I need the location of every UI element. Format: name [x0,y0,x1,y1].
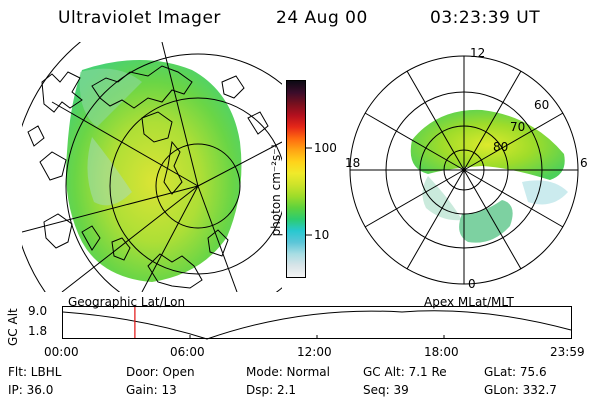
colorbar-tick-100: 100 [314,141,337,155]
mlat-label-70: 70 [510,120,526,134]
timeline-ylabel: GC Alt [6,308,20,346]
magnetic-map [349,55,579,285]
ip-info: IP: 36.0 [8,383,54,397]
timeline-ytick-1_8: 1.8 [28,324,48,338]
filter-info: Flt: LBHL [8,365,62,379]
colorbar-unit: photon cm⁻²s⁻¹ [269,143,283,237]
glon-info: GLon: 332.7 [484,383,557,397]
gc-altitude-curve [62,310,572,340]
mlt-label-18: 18 [345,156,361,170]
date-label: 24 Aug 00 [276,8,368,28]
timeline-xtick-1800: 18:00 [424,345,459,359]
timeline-xtick-2359: 23:59 [550,345,585,359]
dsp-info: Dsp: 2.1 [246,383,297,397]
time-label: 03:23:39 UT [430,8,541,28]
glat-info: GLat: 75.6 [484,365,547,379]
mlt-label-0: 0 [468,277,476,291]
door-info: Door: Open [126,365,195,379]
orbit-timeline-plot [62,306,572,340]
auroral-oval [410,109,565,180]
instrument-title: Ultraviolet Imager [58,8,221,28]
gain-info: Gain: 13 [126,383,177,397]
mlt-label-6: 6 [580,156,588,170]
timeline-ytick-9: 9.0 [28,304,48,318]
timeline-xtick-0000: 00:00 [44,345,79,359]
colorbar-ticks [306,147,312,236]
gc-alt-info: GC Alt: 7.1 Re [363,365,447,379]
colorbar-tick-10: 10 [314,228,330,242]
colorbar [286,80,306,278]
mlat-label-80: 80 [493,140,509,154]
geographic-map-caption: Geographic Lat/Lon [68,295,186,309]
timeline-xtick-1200: 12:00 [297,345,332,359]
timeline-xtick-0600: 06:00 [170,345,205,359]
mode-info: Mode: Normal [246,365,330,379]
mlat-label-60: 60 [534,98,550,112]
magnetic-map-caption: Apex MLat/MLT [424,295,514,309]
emission-region-left [66,60,242,282]
geographic-map [22,42,282,292]
seq-info: Seq: 39 [363,383,409,397]
mlt-label-12: 12 [470,46,486,60]
